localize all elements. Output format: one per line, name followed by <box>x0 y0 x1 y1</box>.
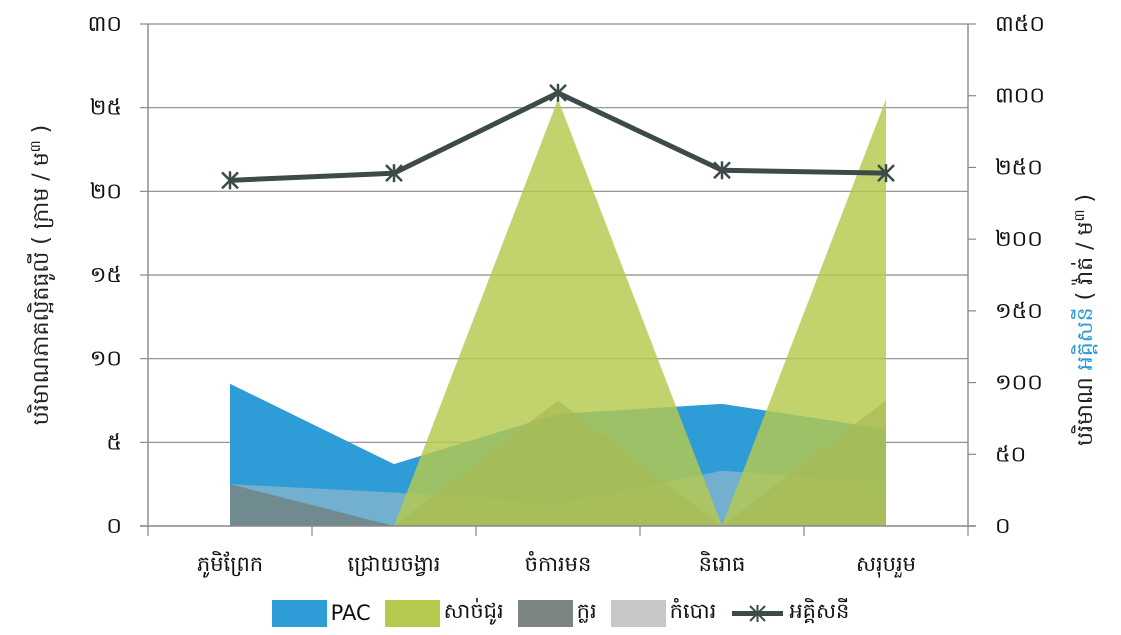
y-tick-label-left: ២៥ <box>90 96 122 121</box>
area-series-1 <box>230 470 886 526</box>
y-tick-label-left: ៣០ <box>88 12 122 37</box>
legend-item: កំបោរ <box>610 598 717 629</box>
line-series <box>221 83 895 190</box>
legend-label: PAC <box>330 601 371 625</box>
y-tick-label-right: ៥០ <box>995 442 1026 467</box>
legend-line-marker <box>732 604 784 622</box>
area-series <box>230 99 886 527</box>
y-tick-label-right: ៣០០ <box>995 84 1045 109</box>
legend-item: PAC <box>271 599 371 627</box>
line-point <box>877 164 895 183</box>
x-tick-label: និរោធ <box>699 551 746 576</box>
line-point <box>713 161 731 180</box>
axes <box>140 23 976 536</box>
x-tick-label: ជ្រោយចង្វារ <box>348 552 441 577</box>
legend-swatch <box>271 599 327 627</box>
y-tick-label-right: ០ <box>995 514 1011 539</box>
legend-swatch <box>610 599 666 627</box>
legend-swatch <box>517 599 573 627</box>
chart-svg: ០៥១០១៥២០២៥៣០០៥០១០០១៥០២០០២៥០៣០០៣៥០ភូមិព្រ… <box>27 12 1098 578</box>
legend-label: ក្លរ <box>576 598 597 623</box>
y-tick-label-right: ១៥០ <box>995 299 1043 324</box>
line-point <box>549 83 567 102</box>
legend-item: ក្លរ <box>517 598 597 629</box>
y-tick-label-left: ៥ <box>106 430 122 455</box>
legend-label: សាច់ជូរ <box>443 598 504 623</box>
y-tick-label-left: ១០ <box>90 347 122 372</box>
legend-item: សាច់ជូរ <box>384 598 504 629</box>
line-point <box>385 164 403 183</box>
y-tick-label-left: ២០ <box>90 179 122 204</box>
y-tick-label-left: ១៥ <box>90 263 122 288</box>
legend: PAC សាច់ជូរ ក្លរ កំបោរ អគ្គិសនី <box>0 595 1121 631</box>
area-series-3 <box>230 99 886 527</box>
legend-swatch <box>384 599 440 627</box>
legend-label: អគ្គិសនី <box>789 598 850 623</box>
y-tick-label-right: ១០០ <box>995 371 1043 396</box>
axis-labels: ០៥១០១៥២០២៥៣០០៥០១០០១៥០២០០២៥០៣០០៣៥០ភូមិព្រ… <box>88 12 1045 578</box>
y-axis-title-right: បរិមាណ អគ្គិសនី ( វ៉ាត់ / ម៣ ) <box>1071 194 1098 446</box>
x-tick-label: ចំការមន <box>525 551 592 576</box>
x-tick-label: ភូមិព្រែក <box>197 551 263 578</box>
line-point <box>221 171 239 190</box>
legend-label: កំបោរ <box>669 598 717 623</box>
y-tick-label-left: ០ <box>106 514 122 539</box>
y-tick-label-right: ៣៥០ <box>995 12 1045 37</box>
y-axis-title-left: បរិមាណភាគល្អិតធូលី ( ក្រាម / ម៣ ) <box>27 125 55 425</box>
y-tick-label-right: ២៥០ <box>995 155 1043 180</box>
y-tick-label-right: ២០០ <box>995 227 1043 252</box>
x-tick-label: សរុបរួម <box>856 552 916 578</box>
legend-item: អគ្គិសនី <box>730 598 849 629</box>
